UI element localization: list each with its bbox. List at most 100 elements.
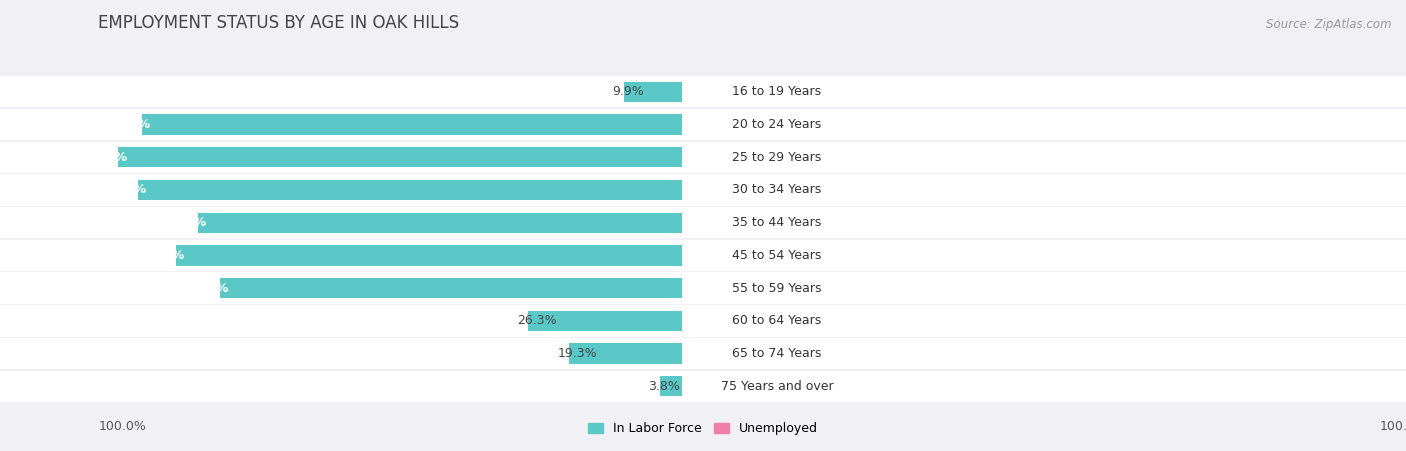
Bar: [98, 175, 682, 205]
Bar: [872, 338, 1406, 369]
Bar: [872, 175, 1406, 205]
Text: 82.9%: 82.9%: [163, 216, 207, 229]
Text: 79.2%: 79.2%: [186, 281, 229, 295]
Text: 8.2%: 8.2%: [925, 249, 957, 262]
Bar: [872, 76, 1406, 107]
Bar: [682, 175, 872, 205]
Text: EMPLOYMENT STATUS BY AGE IN OAK HILLS: EMPLOYMENT STATUS BY AGE IN OAK HILLS: [98, 14, 460, 32]
Bar: [872, 76, 1406, 107]
Text: 3.8%: 3.8%: [648, 380, 681, 393]
Text: 0.0%: 0.0%: [880, 281, 912, 295]
Bar: [682, 239, 1406, 271]
Bar: [682, 174, 1406, 206]
Text: 19.3%: 19.3%: [558, 347, 598, 360]
Bar: [872, 142, 1406, 173]
Text: 45 to 54 Years: 45 to 54 Years: [733, 249, 821, 262]
Bar: [0, 338, 682, 369]
Bar: [98, 338, 682, 369]
Bar: [872, 142, 1406, 173]
Bar: [872, 371, 1406, 402]
Bar: [682, 338, 1406, 369]
Text: 1.1%: 1.1%: [886, 184, 918, 197]
Bar: [0, 109, 682, 140]
Bar: [872, 305, 1406, 336]
Bar: [98, 109, 682, 140]
Bar: [682, 76, 872, 107]
Bar: [98, 207, 682, 238]
Text: 0.0%: 0.0%: [880, 118, 912, 131]
Text: 30 to 34 Years: 30 to 34 Years: [733, 184, 821, 197]
Text: 0.0%: 0.0%: [880, 347, 912, 360]
Bar: [682, 305, 872, 336]
Bar: [98, 273, 682, 304]
Bar: [529, 311, 682, 331]
Text: 16 to 19 Years: 16 to 19 Years: [733, 85, 821, 98]
Bar: [142, 115, 682, 135]
Bar: [98, 240, 682, 271]
Text: 55 to 59 Years: 55 to 59 Years: [733, 281, 821, 295]
Text: 65 to 74 Years: 65 to 74 Years: [733, 347, 821, 360]
Bar: [872, 305, 1406, 336]
Bar: [872, 82, 1067, 102]
Bar: [682, 371, 872, 402]
Bar: [98, 76, 682, 107]
Legend: In Labor Force, Unemployed: In Labor Force, Unemployed: [583, 417, 823, 440]
Text: 9.9%: 9.9%: [613, 85, 644, 98]
Bar: [0, 239, 682, 271]
Bar: [872, 272, 1406, 304]
Bar: [118, 147, 682, 167]
Text: 75 Years and over: 75 Years and over: [720, 380, 834, 393]
Bar: [98, 305, 682, 336]
Bar: [682, 207, 872, 238]
Text: 96.6%: 96.6%: [84, 151, 127, 164]
Bar: [98, 371, 682, 402]
Bar: [872, 207, 1406, 238]
Text: 100.0%: 100.0%: [1379, 420, 1406, 433]
Bar: [682, 109, 872, 140]
Text: 20 to 24 Years: 20 to 24 Years: [733, 118, 821, 131]
Bar: [682, 142, 872, 173]
Bar: [0, 272, 682, 304]
Bar: [682, 371, 1406, 402]
Bar: [219, 278, 682, 298]
Bar: [682, 305, 1406, 336]
Bar: [682, 240, 872, 271]
Bar: [872, 371, 1406, 402]
Bar: [872, 109, 1406, 140]
Bar: [138, 180, 682, 200]
Bar: [176, 245, 682, 266]
Bar: [0, 142, 682, 173]
Bar: [682, 272, 1406, 304]
Bar: [682, 76, 1406, 107]
Bar: [624, 82, 682, 102]
Bar: [872, 338, 1406, 369]
Bar: [872, 207, 1406, 239]
Bar: [872, 239, 1406, 271]
Bar: [682, 338, 872, 369]
Text: Source: ZipAtlas.com: Source: ZipAtlas.com: [1267, 18, 1392, 31]
Bar: [872, 174, 1406, 206]
Bar: [872, 180, 877, 200]
Text: 25 to 29 Years: 25 to 29 Years: [733, 151, 821, 164]
Bar: [872, 273, 1406, 304]
Bar: [872, 212, 920, 233]
Bar: [0, 207, 682, 239]
Text: 86.7%: 86.7%: [142, 249, 184, 262]
Bar: [0, 174, 682, 206]
Bar: [0, 76, 682, 107]
Text: 0.0%: 0.0%: [880, 314, 912, 327]
Bar: [682, 109, 1406, 140]
Bar: [0, 305, 682, 336]
Bar: [569, 343, 682, 364]
Text: 8.5%: 8.5%: [928, 216, 959, 229]
Bar: [872, 240, 1406, 271]
Bar: [682, 207, 1406, 239]
Text: 35.1%: 35.1%: [1018, 85, 1062, 98]
Text: 100.0%: 100.0%: [98, 420, 146, 433]
Bar: [872, 245, 917, 266]
Text: 60 to 64 Years: 60 to 64 Years: [733, 314, 821, 327]
Text: 93.3%: 93.3%: [103, 184, 146, 197]
Text: 92.6%: 92.6%: [107, 118, 150, 131]
Bar: [659, 376, 682, 396]
Bar: [198, 212, 682, 233]
